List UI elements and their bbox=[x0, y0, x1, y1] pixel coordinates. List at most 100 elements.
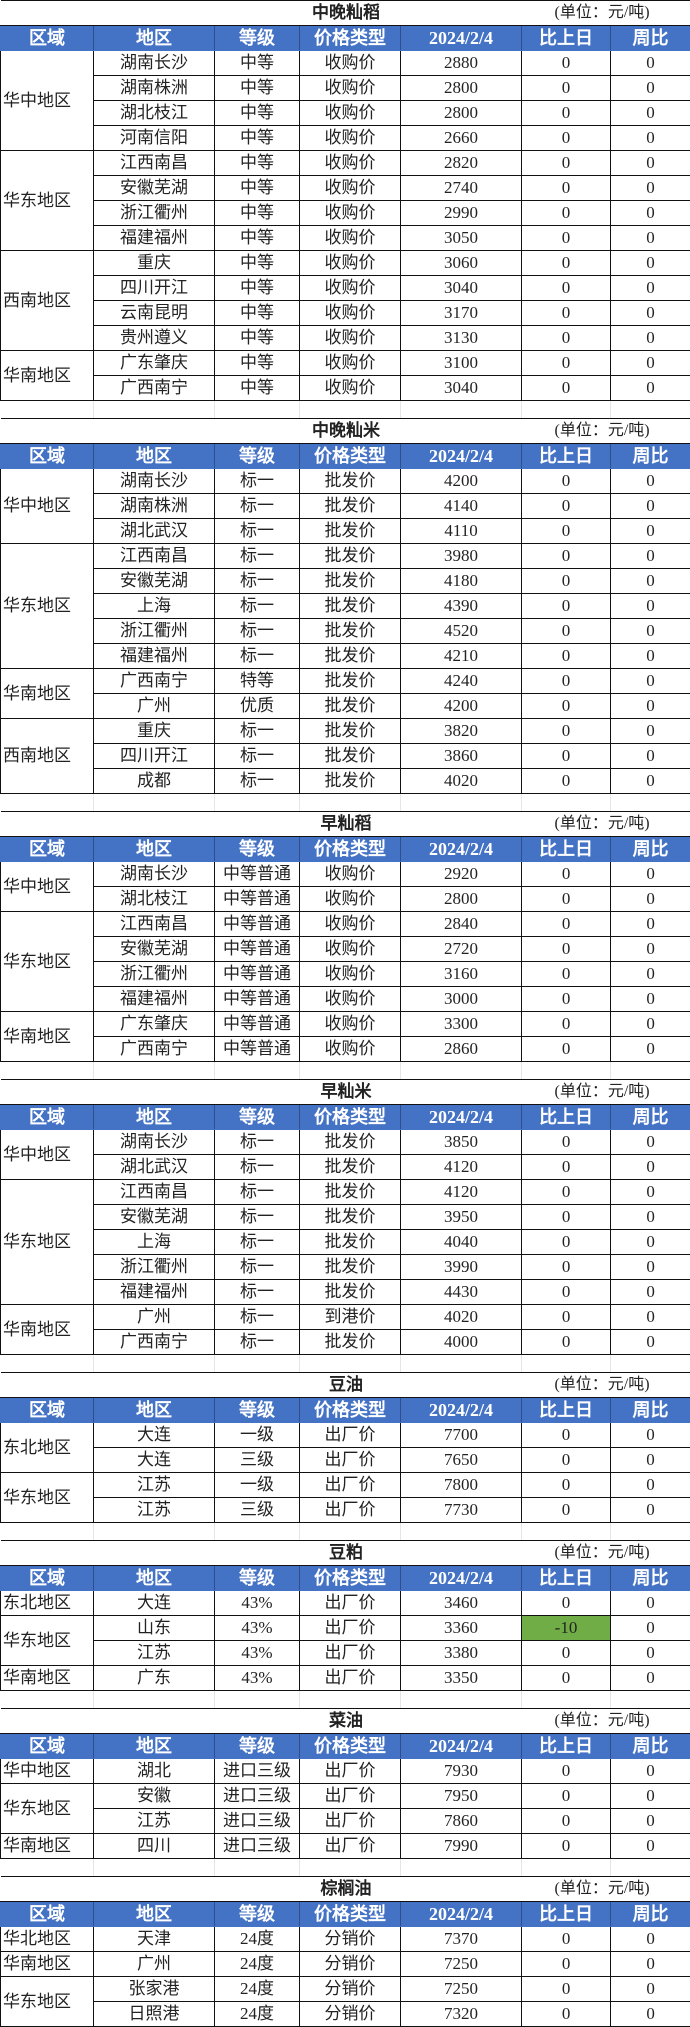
column-header: 等级 bbox=[214, 1104, 300, 1130]
table-row: 广西南宁 中等 收购价 3040 0 0 bbox=[1, 375, 690, 401]
column-header: 价格类型 bbox=[299, 1901, 401, 1927]
week-change-cell: 0 bbox=[610, 518, 690, 544]
area-cell: 福建福州 bbox=[93, 1279, 215, 1305]
grade-cell: 中等 bbox=[214, 125, 300, 151]
spacer-cell bbox=[214, 793, 300, 811]
week-change-cell: 0 bbox=[610, 593, 690, 619]
price-type-cell: 收购价 bbox=[299, 200, 401, 226]
table-title-row: 中晚籼稻 (单位：元/吨) bbox=[0, 0, 690, 26]
day-change-cell: 0 bbox=[521, 986, 612, 1012]
column-header: 等级 bbox=[214, 836, 300, 862]
table-title: 早籼米 bbox=[0, 1079, 522, 1105]
table-row: 安徽芜湖 标一 批发价 3950 0 0 bbox=[1, 1204, 690, 1230]
week-change-cell: 0 bbox=[610, 325, 690, 351]
week-change-cell: 0 bbox=[610, 768, 690, 794]
grade-cell: 中等普通 bbox=[214, 936, 300, 962]
column-header: 区域 bbox=[0, 1901, 94, 1927]
day-change-cell: 0 bbox=[521, 593, 612, 619]
region-cell: 华东地区 bbox=[0, 1179, 94, 1305]
area-cell: 湖南长沙 bbox=[93, 861, 215, 887]
day-change-cell: 0 bbox=[521, 768, 612, 794]
price-type-cell: 收购价 bbox=[299, 886, 401, 912]
column-header: 比上日 bbox=[521, 25, 612, 51]
spacer-cell bbox=[611, 794, 690, 812]
week-change-cell: 0 bbox=[610, 1951, 690, 1977]
area-cell: 浙江衢州 bbox=[93, 618, 215, 644]
area-cell: 江西南昌 bbox=[93, 150, 215, 176]
grade-cell: 标一 bbox=[214, 1154, 300, 1180]
price-cell: 4040 bbox=[399, 1229, 523, 1255]
grade-cell: 标一 bbox=[214, 1304, 300, 1330]
area-cell: 四川开江 bbox=[93, 743, 215, 769]
column-header: 周比 bbox=[610, 443, 690, 469]
price-type-cell: 批发价 bbox=[299, 543, 401, 569]
grade-cell: 中等普通 bbox=[214, 1011, 300, 1037]
grade-cell: 24度 bbox=[214, 1976, 300, 2002]
week-change-cell: 0 bbox=[610, 1254, 690, 1280]
day-change-cell: 0 bbox=[521, 350, 612, 376]
table-row: 湖北武汉 标一 批发价 4110 0 0 bbox=[1, 518, 690, 544]
price-cell: 3820 bbox=[399, 718, 523, 744]
price-cell: 3460 bbox=[399, 1590, 523, 1616]
region-cell: 华南地区 bbox=[0, 668, 94, 719]
area-cell: 江西南昌 bbox=[93, 543, 215, 569]
spacer-cell bbox=[93, 1690, 215, 1708]
day-change-cell: 0 bbox=[521, 1154, 612, 1180]
column-header: 地区 bbox=[93, 1565, 215, 1591]
grade-cell: 中等 bbox=[214, 75, 300, 101]
price-cell: 4210 bbox=[399, 643, 523, 669]
area-cell: 江苏 bbox=[93, 1808, 215, 1834]
price-cell: 7860 bbox=[399, 1808, 523, 1834]
spacer-row bbox=[0, 1858, 690, 1876]
column-header: 等级 bbox=[214, 1565, 300, 1591]
price-type-cell: 批发价 bbox=[299, 768, 401, 794]
week-change-cell: 0 bbox=[610, 300, 690, 326]
day-change-cell: 0 bbox=[521, 225, 612, 251]
region-cell: 华中地区 bbox=[0, 468, 94, 544]
price-cell: 3130 bbox=[399, 325, 523, 351]
column-header: 2024/2/4 bbox=[399, 836, 523, 862]
week-change-cell: 0 bbox=[610, 1422, 690, 1448]
price-cell: 2990 bbox=[399, 200, 523, 226]
grade-cell: 特等 bbox=[214, 668, 300, 694]
price-type-cell: 收购价 bbox=[299, 350, 401, 376]
price-type-cell: 收购价 bbox=[299, 50, 401, 76]
spacer-cell bbox=[521, 400, 612, 418]
grade-cell: 中等 bbox=[214, 325, 300, 351]
grade-cell: 一级 bbox=[214, 1422, 300, 1448]
price-cell: 2660 bbox=[399, 125, 523, 151]
column-header: 区域 bbox=[0, 1733, 94, 1759]
week-change-cell: 0 bbox=[610, 886, 690, 912]
price-cell: 4120 bbox=[399, 1179, 523, 1205]
unit-label: (单位：元/吨) bbox=[521, 1708, 690, 1734]
week-change-cell: 0 bbox=[610, 100, 690, 126]
table-row: 湖北枝江 中等 收购价 2800 0 0 bbox=[1, 100, 690, 126]
column-header: 2024/2/4 bbox=[399, 1397, 523, 1423]
price-cell: 3300 bbox=[399, 1011, 523, 1037]
area-cell: 四川开江 bbox=[93, 275, 215, 301]
price-type-cell: 批发价 bbox=[299, 568, 401, 594]
day-change-cell: 0 bbox=[521, 1229, 612, 1255]
week-change-cell: 0 bbox=[610, 1304, 690, 1330]
area-cell: 湖北 bbox=[93, 1758, 215, 1784]
day-change-cell: 0 bbox=[521, 100, 612, 126]
grade-cell: 中等普通 bbox=[214, 1036, 300, 1062]
table-header-row: 区域 地区 等级 价格类型 2024/2/4 比上日 周比 bbox=[0, 25, 690, 51]
week-change-cell: 0 bbox=[610, 125, 690, 151]
day-change-cell: 0 bbox=[521, 518, 612, 544]
table-row: 成都 标一 批发价 4020 0 0 bbox=[1, 768, 690, 794]
area-cell: 江西南昌 bbox=[93, 1179, 215, 1205]
price-type-cell: 出厂价 bbox=[299, 1497, 401, 1523]
week-change-cell: 0 bbox=[610, 1758, 690, 1784]
area-cell: 湖南长沙 bbox=[93, 50, 215, 76]
area-cell: 广西南宁 bbox=[93, 668, 215, 694]
grade-cell: 进口三级 bbox=[214, 1783, 300, 1809]
grade-cell: 标一 bbox=[214, 743, 300, 769]
table-title-row: 豆油 (单位：元/吨) bbox=[0, 1372, 690, 1398]
table-title-row: 早籼米 (单位：元/吨) bbox=[0, 1079, 690, 1105]
price-type-cell: 批发价 bbox=[299, 743, 401, 769]
day-change-cell: 0 bbox=[521, 75, 612, 101]
spacer-cell bbox=[521, 1858, 612, 1876]
week-change-cell: 0 bbox=[610, 1279, 690, 1305]
